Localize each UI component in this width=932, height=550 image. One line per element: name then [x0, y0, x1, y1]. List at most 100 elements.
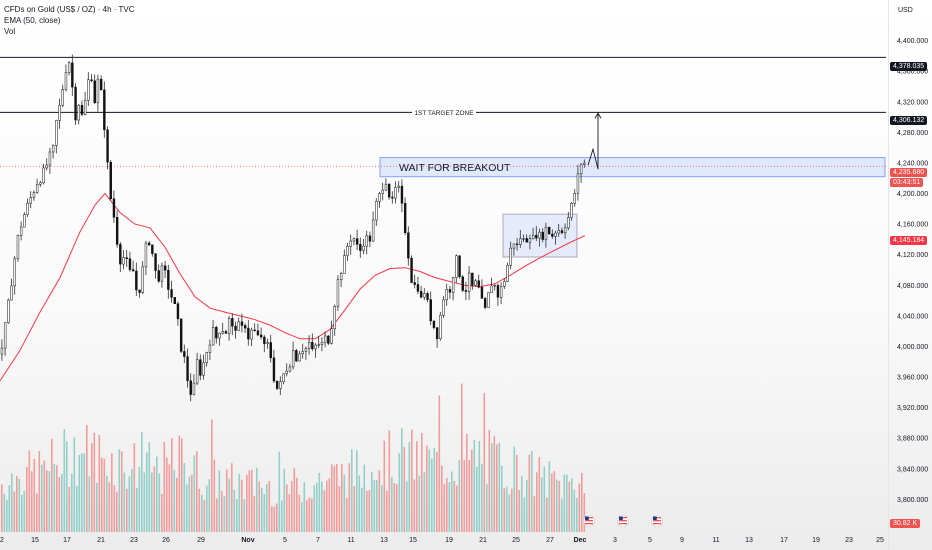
candle-body: [99, 78, 103, 91]
candle-body: [295, 350, 298, 362]
volume-bar: [168, 464, 171, 532]
volume-bar: [103, 458, 106, 532]
volume-bar: [43, 460, 46, 532]
volume-bar: [503, 488, 506, 532]
flag-canton: [619, 516, 623, 520]
candle-body: [279, 381, 282, 389]
volume-bar: [326, 480, 328, 532]
volume-bar: [483, 392, 486, 532]
candle-body: [87, 79, 90, 101]
volume-bar: [18, 478, 21, 532]
volume-bar: [458, 459, 461, 532]
candle-body: [51, 145, 55, 153]
ema-legend[interactable]: EMA (50, close): [4, 16, 61, 25]
candle-body: [125, 257, 128, 259]
volume-bar: [233, 490, 236, 532]
volume-bar: [346, 497, 348, 532]
volume-bar: [158, 473, 161, 532]
candle-body: [304, 347, 308, 352]
candle-body: [115, 217, 119, 245]
candle-body: [323, 335, 327, 343]
candle-body: [227, 318, 231, 334]
candle-body: [583, 162, 586, 165]
x-tick-label: 15: [409, 537, 417, 544]
candle-body: [487, 292, 490, 308]
candle-body: [215, 326, 218, 339]
volume-bar: [453, 480, 456, 532]
volume-bar: [401, 428, 403, 532]
volume-bar: [488, 429, 491, 532]
bar-countdown-tag: 03:43:51: [890, 178, 924, 187]
candle-body: [35, 184, 39, 193]
candle-body: [320, 342, 324, 345]
volume-bar: [456, 485, 458, 532]
volume-bar: [273, 506, 276, 532]
volume-bar: [493, 436, 496, 532]
candle-body: [579, 164, 583, 175]
volume-bar: [578, 483, 581, 532]
candle-body: [3, 322, 7, 349]
flag-stripe: [585, 520, 593, 522]
volume-bar: [81, 453, 83, 532]
volume-bar: [98, 434, 101, 532]
volume-bar: [261, 487, 263, 532]
volume-bar: [76, 485, 78, 532]
volume-bar: [196, 451, 198, 532]
volume-bar: [66, 441, 68, 532]
volume-bar: [531, 450, 533, 532]
volume-legend[interactable]: Vol: [4, 27, 16, 36]
candle-body: [298, 353, 301, 362]
volume-bar: [528, 454, 531, 532]
volume-bar: [36, 493, 38, 532]
candle-body: [368, 235, 372, 242]
candle-body: [387, 183, 391, 198]
target-label: 1ST TARGET ZONE: [414, 110, 474, 117]
volume-bar: [151, 472, 153, 532]
volume-bar: [508, 494, 511, 532]
volume-value-tag: 30.82 K: [890, 519, 921, 528]
volume-bar: [21, 494, 23, 532]
candle-body: [199, 359, 202, 376]
volume-bar: [321, 481, 323, 532]
currency-label[interactable]: USD: [898, 7, 913, 14]
candle-body: [359, 244, 362, 251]
candle-body: [435, 327, 439, 340]
volume-bar: [223, 496, 226, 532]
volume-bar: [558, 480, 561, 532]
candle-body: [519, 238, 522, 245]
candle-body: [23, 214, 26, 228]
candle-body: [205, 352, 208, 364]
candle-body: [93, 80, 96, 104]
volume-bar: [128, 476, 131, 532]
candle-body: [263, 336, 266, 344]
candle-body: [445, 289, 448, 301]
symbol-title[interactable]: CFDs on Gold (US$ / OZ) · 4h · TVC: [4, 5, 135, 14]
volume-bar: [173, 469, 176, 532]
volume-bar: [451, 471, 453, 532]
volume-bar: [228, 478, 231, 532]
volume-bar: [113, 485, 116, 532]
flag-stripe: [653, 517, 661, 519]
volume-bar: [111, 453, 113, 532]
candle-body: [343, 255, 346, 274]
candle-body: [275, 380, 279, 389]
volume-bar: [156, 456, 158, 532]
volume-bar: [26, 467, 28, 532]
candle-body: [311, 342, 314, 350]
y-tick-label: 3,800.000: [897, 497, 928, 504]
candle-body: [253, 329, 256, 332]
candle-body: [240, 321, 244, 326]
candle-body: [13, 258, 16, 287]
volume-bar: [563, 474, 566, 532]
volume-bar: [368, 490, 371, 532]
candle-body: [327, 335, 330, 344]
volume-bar: [361, 487, 363, 532]
candle-body: [151, 244, 154, 254]
candle-body: [19, 226, 23, 236]
candle-body: [10, 285, 13, 301]
candle-body: [355, 238, 359, 245]
volume-bar: [288, 493, 291, 532]
candle-body: [231, 318, 234, 327]
flag-stripe: [619, 517, 627, 519]
